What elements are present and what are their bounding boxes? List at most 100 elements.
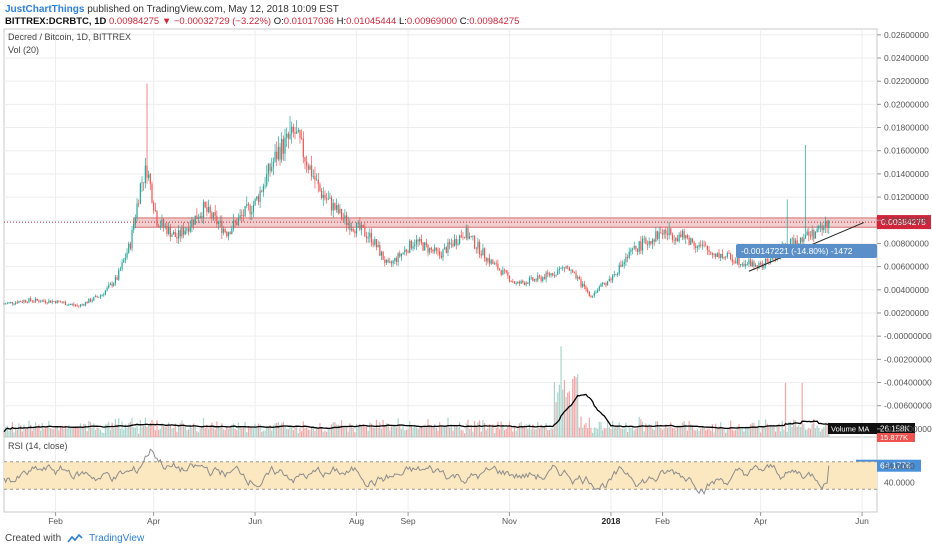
candle-body	[357, 222, 359, 224]
candle-body	[613, 274, 615, 276]
candle-body	[144, 165, 146, 184]
volume-bar	[146, 427, 148, 437]
y-tick-label: 0.02200000	[884, 76, 929, 86]
candle-body	[671, 234, 674, 240]
candle-body	[711, 252, 713, 255]
volume-bar	[492, 424, 494, 437]
candle-body	[387, 259, 389, 263]
candle-body	[701, 244, 703, 246]
volume-bar	[109, 429, 112, 437]
candle-body	[133, 224, 135, 230]
candle-body	[675, 238, 677, 241]
candle-body	[322, 194, 324, 198]
tradingview-brand[interactable]: TradingView	[89, 533, 145, 544]
volume-bar	[746, 427, 748, 437]
volume-bar	[698, 430, 700, 437]
candle-body	[397, 253, 399, 263]
volume-bar	[548, 430, 551, 437]
volume-bar	[748, 426, 750, 437]
volume-ma-value: 26.158K	[880, 425, 910, 434]
candle-body	[340, 208, 343, 219]
candle-body	[573, 272, 575, 274]
volume-bar	[588, 417, 590, 437]
volume-bar	[199, 428, 201, 437]
candle-body	[207, 206, 210, 212]
candle-body	[58, 300, 60, 302]
volume-bar	[239, 426, 241, 437]
volume-bar	[237, 422, 240, 437]
candle-body	[477, 242, 479, 249]
volume-bar	[502, 426, 504, 437]
volume-bar	[612, 420, 614, 437]
candle-body	[535, 279, 537, 281]
volume-bar	[211, 422, 213, 437]
candle-body	[525, 282, 527, 285]
volume-bar	[478, 420, 481, 437]
volume-bar	[325, 431, 328, 437]
close-value: 0.00984275	[469, 16, 520, 27]
volume-bar	[515, 430, 517, 437]
volume-bar	[395, 427, 398, 437]
close-label: C:	[459, 16, 470, 27]
candle-body	[819, 225, 822, 227]
candle-body	[753, 261, 755, 267]
volume-bar	[274, 423, 276, 437]
candle-body	[568, 267, 570, 271]
volume-bar	[467, 419, 469, 437]
candle-body	[176, 236, 178, 239]
volume-bar	[43, 428, 45, 437]
candle-body	[583, 283, 585, 287]
volume-bar	[625, 422, 627, 437]
candle-body	[123, 259, 125, 263]
candle-body	[592, 295, 594, 297]
candle-body	[302, 138, 304, 158]
volume-bar	[593, 427, 595, 437]
candle-body	[314, 176, 316, 181]
candle-body	[161, 219, 163, 226]
volume-bar	[449, 427, 451, 437]
candle-body	[756, 265, 758, 269]
volume-bar	[119, 429, 121, 437]
volume-bar	[784, 383, 787, 437]
volume-bar	[302, 421, 304, 437]
volume-bar	[703, 427, 705, 437]
volume-bar	[161, 423, 163, 437]
candle-body	[706, 246, 708, 251]
candle-body	[409, 240, 411, 253]
volume-bar	[129, 421, 131, 437]
candle-body	[154, 209, 156, 212]
volume-bar	[475, 426, 477, 437]
candle-body	[616, 273, 619, 276]
candle-body	[26, 302, 28, 303]
volume-bar	[580, 416, 582, 437]
volume-bar	[603, 428, 605, 437]
volume-bar	[518, 423, 521, 437]
candle-body	[503, 269, 506, 271]
volume-bar	[63, 429, 65, 437]
candle-body	[304, 157, 306, 162]
volume-bar	[473, 421, 476, 437]
volume-bar	[20, 425, 22, 437]
candle-body	[286, 133, 288, 138]
volume-bar	[512, 431, 514, 437]
volume-bar	[783, 429, 785, 437]
volume-bar	[354, 432, 356, 437]
candle-body	[460, 235, 462, 238]
candle-body	[498, 269, 501, 271]
volume-bar	[434, 424, 436, 437]
volume-bar	[745, 426, 747, 437]
volume-bar	[156, 420, 158, 437]
candle-body	[475, 248, 477, 250]
volume-bar	[583, 424, 585, 437]
volume-bar	[793, 419, 795, 437]
volume-bar	[597, 429, 599, 437]
candle-body	[204, 201, 206, 208]
candle-body	[439, 251, 441, 256]
candle-body	[330, 197, 333, 211]
candle-body	[623, 262, 625, 265]
volume-bar	[30, 424, 32, 437]
candle-body	[44, 301, 47, 303]
volume-bar	[252, 428, 255, 437]
candle-body	[201, 215, 203, 218]
author-link[interactable]: JustChartThings	[5, 4, 85, 15]
